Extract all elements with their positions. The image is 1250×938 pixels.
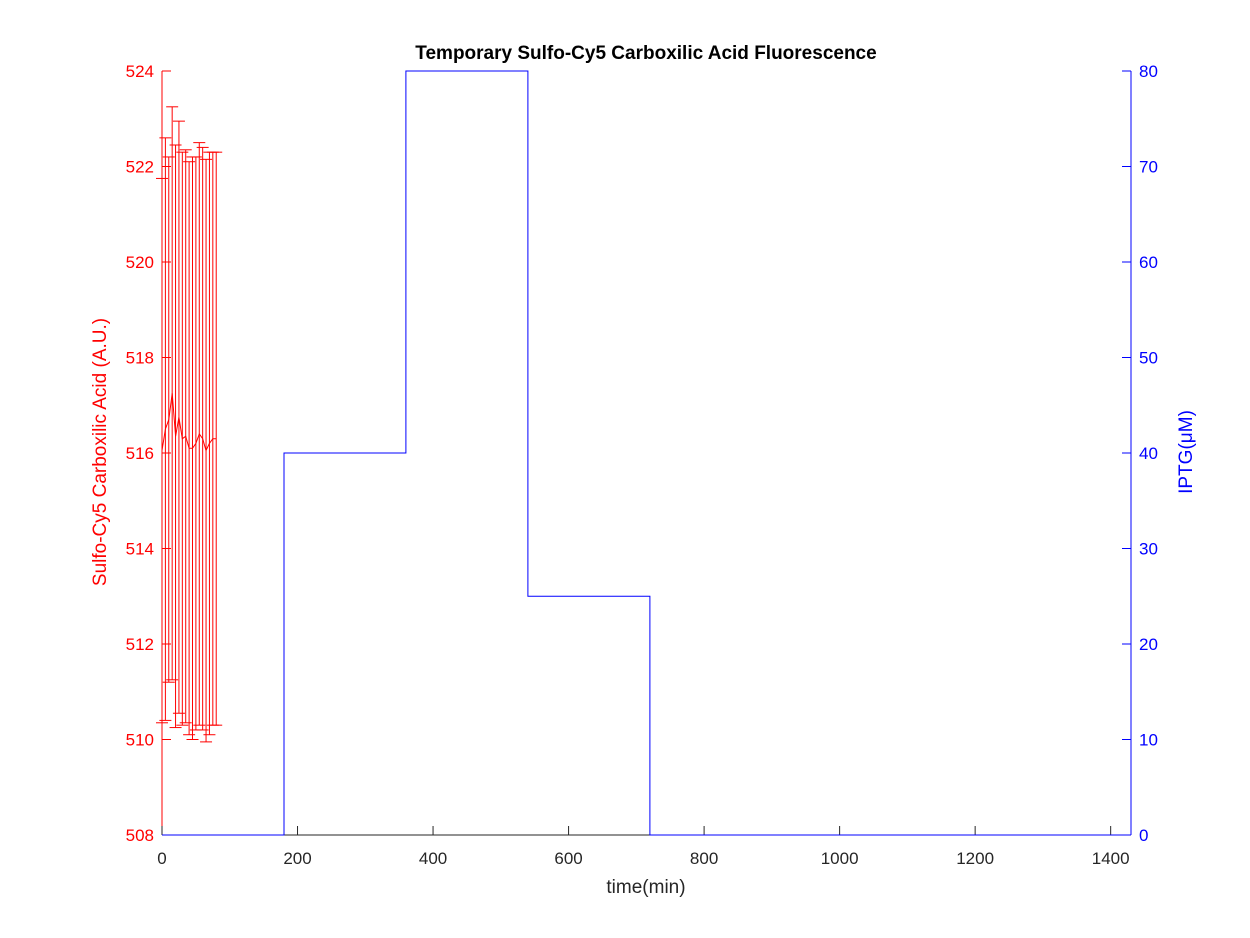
- y-right-tick-label: 60: [1139, 253, 1158, 272]
- x-tick-label: 200: [283, 849, 311, 868]
- y-right-tick-label: 0: [1139, 826, 1148, 845]
- x-tick-label: 800: [690, 849, 718, 868]
- y-right-tick-label: 40: [1139, 444, 1158, 463]
- x-tick-label: 1200: [956, 849, 994, 868]
- x-tick-label: 0: [157, 849, 166, 868]
- iptg-series-line: [162, 70, 1131, 836]
- y-left-axis-label: Sulfo-Cy5 Carboxilic Acid (A.U.): [90, 318, 111, 586]
- y-left-tick-label: 518: [126, 349, 154, 368]
- y-left-tick-label: 522: [126, 158, 154, 177]
- y-right-tick-label: 10: [1139, 731, 1158, 750]
- fluorescence-series-line: [161, 393, 217, 453]
- x-tick-label: 600: [554, 849, 582, 868]
- x-tick-label: 400: [419, 849, 447, 868]
- chart-title: Temporary Sulfo-Cy5 Carboxilic Acid Fluo…: [415, 43, 876, 64]
- plot-area: 0 200 400 600 800 1000 1200 1400508510512514516…: [126, 62, 1158, 868]
- x-tick-label: 1400: [1092, 849, 1130, 868]
- y-right-tick-label: 70: [1139, 158, 1158, 177]
- y-left-tick-label: 510: [126, 731, 154, 750]
- y-right-tick-label: 80: [1139, 62, 1158, 81]
- y-left-tick-label: 508: [126, 826, 154, 845]
- y-left-tick-label: 524: [126, 62, 154, 81]
- y-left-tick-label: 520: [126, 253, 154, 272]
- x-axis-label: time(min): [606, 877, 685, 898]
- y-left-tick-label: 512: [126, 635, 154, 654]
- y-right-tick-label: 50: [1139, 349, 1158, 368]
- y-right-axis-label: IPTG(μM): [1176, 410, 1197, 494]
- y-right-tick-label: 30: [1139, 540, 1158, 559]
- y-right-tick-label: 20: [1139, 635, 1158, 654]
- y-left-tick-label: 514: [126, 540, 154, 559]
- y-left-tick-label: 516: [126, 444, 154, 463]
- x-tick-label: 1000: [821, 849, 859, 868]
